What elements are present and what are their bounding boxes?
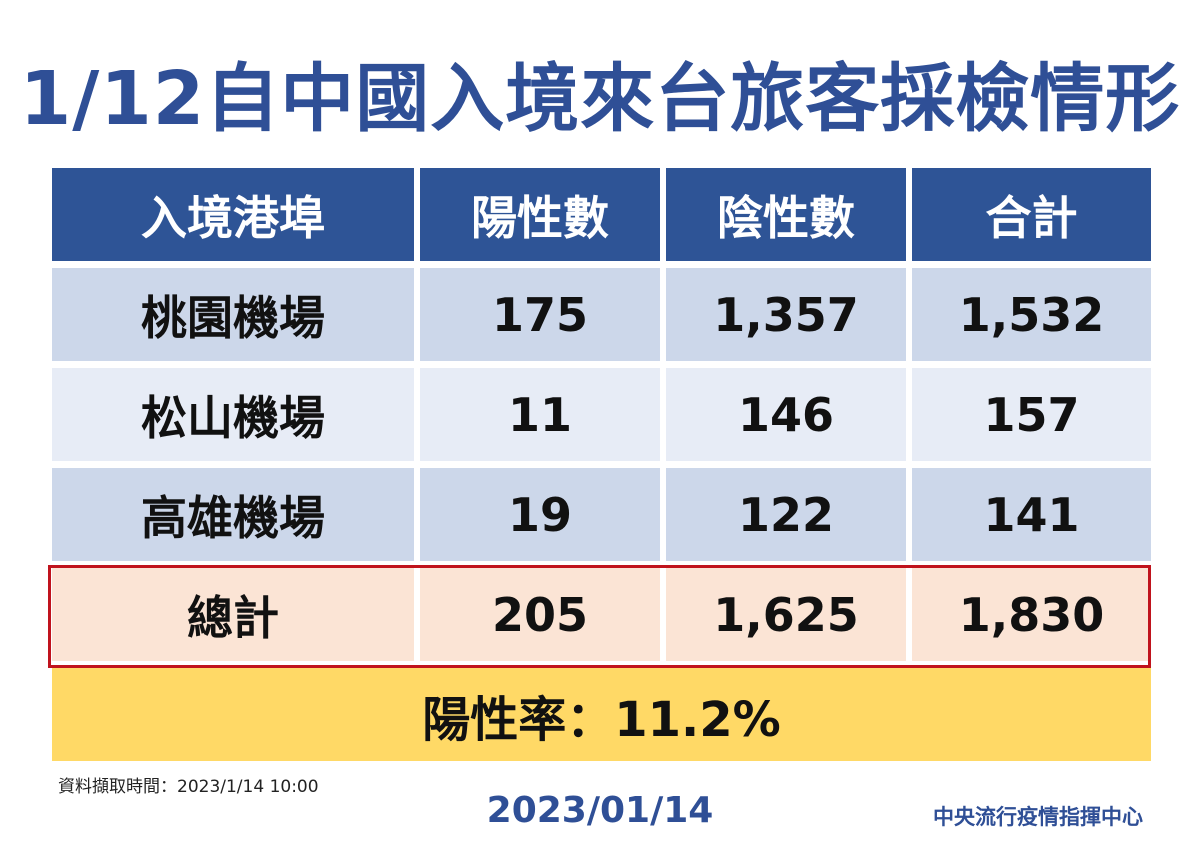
total-negative: 1,625 [666,568,906,661]
row-taoyuan-negative: 1,357 [666,268,906,361]
footer-org: 中央流行疫情指揮中心 [933,805,1143,829]
row-taoyuan-positive: 175 [420,268,660,361]
row-kaohsiung-positive: 19 [420,468,660,561]
row-taoyuan-total: 1,532 [912,268,1151,361]
header-positive: 陽性數 [420,168,660,261]
total-sum: 1,830 [912,568,1151,661]
positivity-rate: 陽性率：11.2% [52,668,1151,761]
total-positive: 205 [420,568,660,661]
row-kaohsiung-port: 高雄機場 [52,468,414,561]
row-taoyuan-port: 桃園機場 [52,268,414,361]
row-songshan-negative: 146 [666,368,906,461]
row-kaohsiung-negative: 122 [666,468,906,561]
row-songshan-total: 157 [912,368,1151,461]
inspection-table: 入境港埠 陽性數 陰性數 合計 桃園機場 175 1,357 1,532 松山機… [52,168,1151,761]
header-negative: 陰性數 [666,168,906,261]
page-title: 1/12自中國入境來台旅客採檢情形 [19,56,1181,142]
source-note: 資料擷取時間：2023/1/14 10:00 [58,777,319,797]
total-label: 總計 [52,568,414,661]
row-kaohsiung-total: 141 [912,468,1151,561]
row-songshan-positive: 11 [420,368,660,461]
header-total: 合計 [912,168,1151,261]
header-port: 入境港埠 [52,168,414,261]
row-songshan-port: 松山機場 [52,368,414,461]
footer-date: 2023/01/14 [486,790,714,831]
